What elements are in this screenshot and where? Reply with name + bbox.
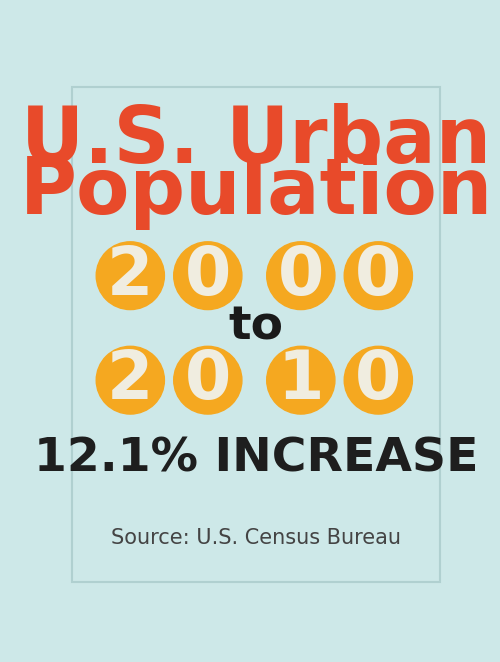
Text: 12.1% INCREASE: 12.1% INCREASE — [34, 437, 478, 482]
Ellipse shape — [266, 242, 335, 310]
Text: 1: 1 — [278, 347, 324, 413]
Text: 0: 0 — [278, 243, 324, 308]
Ellipse shape — [344, 242, 412, 310]
Text: U.S. Urban: U.S. Urban — [21, 103, 492, 179]
Ellipse shape — [266, 346, 335, 414]
Ellipse shape — [344, 346, 412, 414]
Text: 2: 2 — [107, 347, 154, 413]
Text: 0: 0 — [355, 243, 402, 308]
Text: 0: 0 — [355, 347, 402, 413]
Text: Source: U.S. Census Bureau: Source: U.S. Census Bureau — [111, 528, 401, 548]
Ellipse shape — [174, 242, 242, 310]
Text: to: to — [229, 304, 284, 349]
Text: Population: Population — [20, 154, 493, 230]
Ellipse shape — [96, 242, 164, 310]
Text: 0: 0 — [184, 243, 231, 308]
Text: 2: 2 — [107, 243, 154, 308]
Ellipse shape — [174, 346, 242, 414]
Ellipse shape — [96, 346, 164, 414]
Text: 0: 0 — [184, 347, 231, 413]
